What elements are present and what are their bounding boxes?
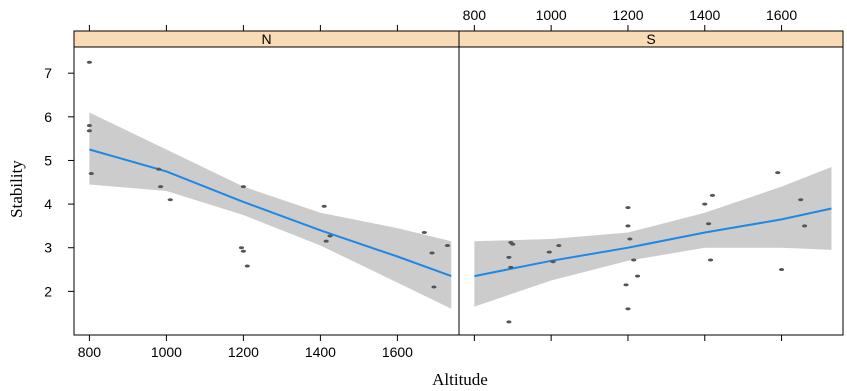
- y-tick-label: 7: [44, 65, 52, 81]
- x-tick-label: 1000: [536, 7, 567, 23]
- data-point-s: [775, 171, 781, 175]
- data-point-s: [625, 307, 631, 311]
- data-point-s: [778, 268, 785, 272]
- data-point-n: [321, 204, 327, 208]
- data-point-s: [510, 242, 516, 246]
- data-point-n: [86, 129, 92, 133]
- data-point-s: [508, 265, 514, 269]
- data-point-n: [240, 249, 246, 253]
- data-point-s: [556, 244, 562, 248]
- data-point-n: [86, 60, 92, 64]
- data-point-n: [244, 264, 250, 268]
- data-point-n: [167, 198, 173, 202]
- data-point-n: [88, 172, 94, 176]
- data-point-s: [627, 237, 633, 241]
- data-point-s: [506, 320, 512, 324]
- data-point-s: [706, 222, 712, 226]
- data-point-n: [86, 124, 92, 128]
- y-tick-label: 2: [44, 283, 52, 299]
- data-point-s: [625, 206, 631, 210]
- data-point-s: [546, 250, 552, 254]
- data-point-s: [802, 224, 808, 228]
- confidence-band-n: [89, 112, 452, 309]
- data-point-n: [323, 239, 329, 243]
- x-tick-label: 1600: [766, 7, 797, 23]
- panel-frame-s: [458, 46, 844, 336]
- data-point-n: [429, 251, 435, 255]
- data-point-n: [238, 246, 245, 250]
- data-point-n: [431, 285, 437, 289]
- data-point-s: [506, 255, 512, 259]
- data-point-n: [158, 185, 164, 189]
- data-point-s: [550, 260, 556, 264]
- fit-line-s: [474, 207, 832, 278]
- y-tick-label: 3: [44, 240, 52, 256]
- data-point-n: [156, 167, 162, 171]
- data-point-s: [707, 258, 714, 262]
- data-point-s: [634, 274, 641, 278]
- y-tick-label: 5: [44, 152, 52, 168]
- data-point-s: [702, 202, 708, 206]
- data-point-s: [631, 258, 637, 262]
- data-point-n: [421, 230, 427, 234]
- x-tick-label: 1200: [612, 7, 643, 23]
- data-point-s: [625, 224, 631, 228]
- x-tick-label: 1000: [151, 344, 182, 360]
- panel-frame-n: [73, 46, 460, 336]
- data-point-s: [709, 193, 716, 197]
- x-axis-label: Altitude: [432, 370, 488, 389]
- strip-label-s: S: [646, 31, 655, 47]
- x-tick-label: 800: [463, 7, 487, 23]
- confidence-band-s: [474, 167, 832, 307]
- data-point-s: [798, 198, 804, 202]
- strip-label-n: N: [261, 31, 271, 47]
- y-tick-label: 6: [44, 109, 52, 125]
- x-tick-label: 1400: [689, 7, 720, 23]
- fit-line-n: [89, 148, 452, 278]
- data-point-s: [623, 283, 629, 287]
- x-tick-label: 1600: [382, 344, 413, 360]
- data-point-n: [327, 234, 333, 238]
- data-point-n: [240, 185, 246, 189]
- x-tick-label: 1200: [228, 344, 259, 360]
- x-tick-label: 800: [78, 344, 102, 360]
- y-axis-label: Stability: [7, 160, 26, 218]
- y-tick-label: 4: [44, 196, 52, 212]
- x-tick-label: 1400: [305, 344, 336, 360]
- data-point-n: [444, 244, 451, 248]
